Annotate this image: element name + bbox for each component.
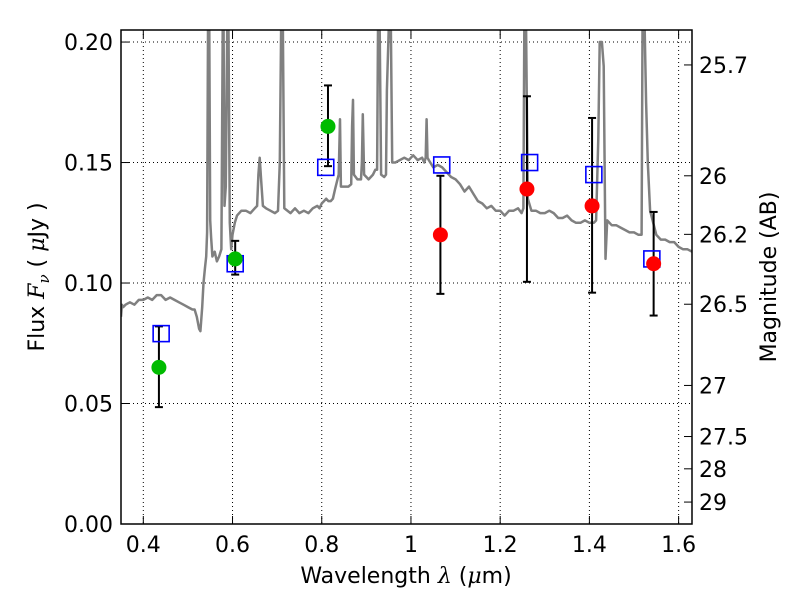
axis-ticks: 0.4 0.6 0.8 1 1.2 1.4 1.6 0.00 0.05 0.10 0.15 0.20 2… bbox=[64, 30, 748, 558]
model-spectrum-line bbox=[121, 30, 692, 333]
data-markers bbox=[151, 118, 662, 375]
x-tick-label: 1 bbox=[404, 533, 418, 558]
y-axis-label: Flux Fν ( μJy ) bbox=[25, 202, 53, 351]
model-photometry-square bbox=[432, 156, 451, 174]
optical-photometry-point bbox=[151, 359, 167, 375]
x-tick-label: 1.2 bbox=[483, 533, 518, 558]
y2-tick-label: 29 bbox=[699, 491, 727, 516]
x-tick-label: 0.8 bbox=[304, 533, 339, 558]
x-tick-label: 1.6 bbox=[661, 533, 696, 558]
y2-tick-label: 26.2 bbox=[699, 223, 748, 248]
y2-tick-label: 28 bbox=[699, 458, 727, 483]
nir-photometry-point bbox=[432, 227, 448, 243]
model-photometry-square bbox=[316, 158, 335, 177]
plot-frame bbox=[120, 29, 693, 525]
nir-photometry-point bbox=[584, 198, 600, 214]
y2-tick-label: 25.7 bbox=[699, 54, 748, 79]
optical-photometry-point bbox=[227, 251, 243, 267]
x-tick-label: 0.6 bbox=[215, 533, 250, 558]
y2-tick-label: 27.5 bbox=[699, 426, 748, 451]
model-spectrum bbox=[121, 30, 692, 333]
y-tick-label: 0.00 bbox=[64, 513, 113, 538]
x-tick-label: 0.4 bbox=[126, 533, 161, 558]
optical-photometry-point bbox=[320, 118, 336, 134]
model-photometry-square bbox=[152, 324, 170, 343]
x-axis-label: Wavelength λ (μm) bbox=[300, 564, 511, 589]
y-tick-label: 0.10 bbox=[64, 272, 113, 297]
y-tick-label: 0.15 bbox=[64, 152, 113, 177]
x-tick-label: 1.4 bbox=[572, 533, 607, 558]
model-photometry-square bbox=[520, 153, 539, 172]
nir-photometry-point bbox=[519, 181, 535, 197]
y2-tick-label: 26 bbox=[699, 165, 727, 190]
y2-tick-label: 26.5 bbox=[699, 293, 748, 318]
y2-tick-label: 27 bbox=[699, 374, 727, 399]
y-tick-label: 0.05 bbox=[64, 393, 113, 418]
y-tick-label: 0.20 bbox=[64, 31, 113, 56]
model-photometry-square bbox=[585, 165, 603, 184]
nir-photometry-point bbox=[646, 256, 662, 272]
y2-axis-label: Magnitude (AB) bbox=[757, 192, 782, 363]
